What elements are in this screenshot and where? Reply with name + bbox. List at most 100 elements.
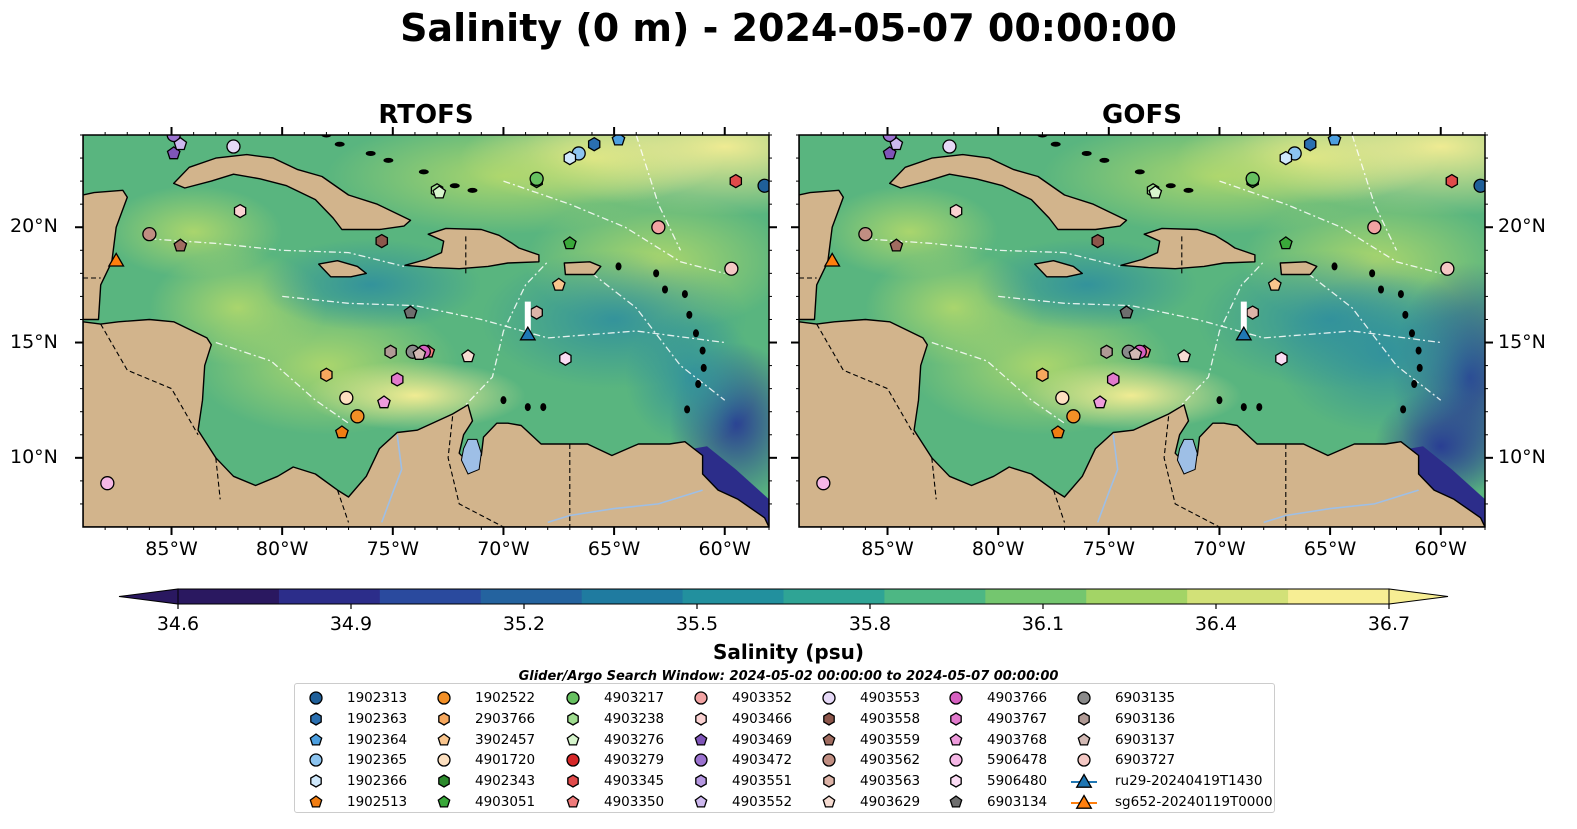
map-panel-rtofs bbox=[83, 135, 769, 527]
float-marker-1902366 bbox=[563, 150, 577, 166]
legend-marker-icon bbox=[431, 771, 457, 791]
land-puertorico bbox=[563, 261, 602, 276]
legend-column: 6903135 6903136 6903137 6903727 ru29-2024041… bbox=[1071, 688, 1273, 812]
map-frame bbox=[798, 134, 1486, 528]
legend-item: 4903767 bbox=[943, 709, 1047, 730]
eez-boundary bbox=[591, 272, 726, 401]
island bbox=[524, 403, 531, 412]
float-marker-4901720 bbox=[1055, 390, 1070, 406]
page-title: Salinity (0 m) - 2024-05-07 00:00:00 bbox=[400, 6, 1177, 50]
float-marker-4903558 bbox=[1091, 233, 1105, 249]
float-marker-5906480 bbox=[559, 351, 572, 366]
legend-label: 4903562 bbox=[860, 752, 921, 769]
float-marker-1902522 bbox=[1066, 409, 1081, 424]
legend-marker-icon bbox=[560, 771, 586, 791]
lon-tick-label: 60°W bbox=[698, 538, 751, 560]
legend-label: 4903552 bbox=[732, 793, 793, 810]
island bbox=[1377, 285, 1384, 294]
island bbox=[699, 346, 706, 355]
legend-item: 4903472 bbox=[688, 750, 792, 771]
legend-marker-shape bbox=[567, 774, 579, 788]
legend-marker-icon bbox=[560, 688, 586, 708]
legend-item: 4903553 bbox=[816, 688, 920, 709]
legend-label: 4903352 bbox=[732, 690, 793, 707]
salinity-patch bbox=[1274, 273, 1485, 435]
legend-item: 1902364 bbox=[303, 729, 407, 750]
colorbar-segment bbox=[581, 589, 684, 604]
country-border bbox=[215, 457, 221, 500]
island bbox=[334, 141, 345, 147]
legend-marker-shape bbox=[438, 712, 450, 726]
colorbar-extend-min bbox=[118, 588, 179, 605]
legend-marker-icon bbox=[431, 792, 457, 812]
legend-marker-shape bbox=[1075, 793, 1093, 809]
island bbox=[684, 405, 691, 414]
colorbar-segment bbox=[379, 589, 482, 604]
eez-boundary bbox=[931, 341, 1065, 424]
legend-label: 5906478 bbox=[987, 752, 1048, 769]
legend-label: 6903727 bbox=[1115, 752, 1176, 769]
legend-marker-icon bbox=[303, 688, 329, 708]
float-marker-4903276 bbox=[432, 185, 447, 199]
colorbar-segment bbox=[884, 589, 986, 604]
legend-label: 4903551 bbox=[732, 773, 793, 790]
float-marker-ru29-20240419T1430 bbox=[1235, 325, 1253, 341]
land-cuba bbox=[889, 153, 1128, 231]
river bbox=[380, 434, 403, 523]
legend-marker-shape bbox=[1078, 712, 1090, 726]
float-marker-4903768 bbox=[377, 395, 391, 409]
float-marker-4903217 bbox=[1245, 171, 1260, 186]
float-marker-4903767 bbox=[1106, 372, 1120, 387]
island bbox=[1415, 346, 1422, 355]
legend-marker-icon bbox=[816, 771, 842, 791]
land-mexico bbox=[83, 135, 129, 321]
colorbar-segment bbox=[985, 589, 1087, 604]
legend-marker-icon bbox=[560, 792, 586, 812]
island bbox=[500, 396, 507, 405]
land-puertorico bbox=[1279, 261, 1318, 276]
legend-marker-shape bbox=[309, 691, 323, 705]
legend-column: 4903217 4903238 4903276 4903279 4903345 49033… bbox=[560, 688, 664, 812]
float-marker-3902457 bbox=[551, 277, 566, 291]
legend-marker-icon bbox=[560, 750, 586, 770]
legend-marker-icon bbox=[816, 792, 842, 812]
legend-item: 1902313 bbox=[303, 688, 407, 709]
legend-marker-icon bbox=[943, 730, 969, 750]
float-marker-1902522 bbox=[350, 409, 365, 424]
legend-label: 4903563 bbox=[860, 773, 921, 790]
legend-marker-shape bbox=[822, 753, 836, 768]
float-marker-4903466 bbox=[949, 203, 963, 219]
float-marker-4903629 bbox=[1177, 349, 1191, 363]
float-marker-4903279 bbox=[775, 163, 788, 176]
eez-boundary bbox=[282, 295, 725, 344]
legend-marker-shape bbox=[438, 774, 450, 788]
legend-marker-shape bbox=[822, 732, 836, 746]
float-marker-4901720 bbox=[339, 390, 354, 406]
island bbox=[540, 403, 547, 412]
legend-marker-shape bbox=[437, 732, 451, 746]
legend-marker-icon bbox=[943, 709, 969, 729]
legend-marker-shape bbox=[950, 774, 962, 788]
lat-tick-label-right: 15°N bbox=[1498, 330, 1546, 353]
float-marker-3902457 bbox=[1267, 277, 1282, 291]
legend-marker-icon bbox=[1071, 771, 1097, 791]
salinity-patch bbox=[625, 307, 758, 447]
float-marker-1902363 bbox=[1303, 136, 1317, 152]
legend-item: 1902365 bbox=[303, 750, 407, 771]
legend-marker-shape bbox=[695, 712, 707, 726]
legend-item: 4903629 bbox=[816, 791, 920, 812]
legend-label: 4903469 bbox=[732, 731, 793, 748]
legend-label: 4903553 bbox=[860, 690, 921, 707]
legend-label: 4903768 bbox=[987, 731, 1048, 748]
float-marker-6903134 bbox=[1119, 305, 1134, 319]
legend-marker-shape bbox=[694, 732, 708, 746]
legend-marker-shape bbox=[1077, 732, 1091, 746]
float-marker-4903345 bbox=[729, 173, 743, 189]
float-marker-4903345 bbox=[1445, 173, 1459, 189]
float-marker-4903562 bbox=[142, 227, 157, 242]
float-marker-4903629 bbox=[461, 349, 475, 363]
legend-item: 4903051 bbox=[431, 791, 535, 812]
colorbar-segment bbox=[783, 589, 885, 604]
legend-label: 4902343 bbox=[475, 773, 536, 790]
